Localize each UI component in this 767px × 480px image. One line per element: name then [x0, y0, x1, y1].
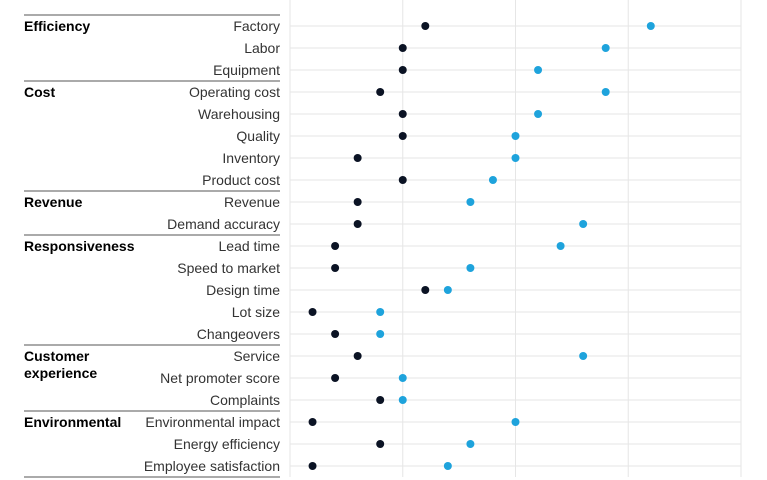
row-label: Factory [233, 18, 280, 34]
dot-low [331, 264, 340, 272]
dot-high [466, 198, 475, 206]
dot-high [601, 44, 610, 52]
dot-low [398, 176, 407, 184]
grid-layer [289, 0, 742, 477]
dot-low [353, 220, 362, 228]
row-label: Labor [244, 40, 280, 56]
category-label: Revenue [24, 194, 83, 210]
separator-layer [24, 14, 280, 478]
category-label: Environmental [24, 414, 121, 430]
dot-low [308, 308, 317, 316]
dot-low [398, 66, 407, 74]
dot-high [376, 308, 385, 316]
row-label: Lead time [219, 238, 281, 254]
dot-high [443, 462, 452, 470]
dot-high [376, 330, 385, 338]
dot-low [376, 440, 385, 448]
dot-high [466, 264, 475, 272]
dot-high [511, 132, 520, 140]
row-label: Service [233, 348, 280, 364]
category-label: Cost [24, 84, 55, 100]
row-label: Complaints [210, 392, 280, 408]
dot-high [579, 352, 588, 360]
dot-low [376, 396, 385, 404]
dot-low [331, 330, 340, 338]
dot-low [308, 418, 317, 426]
dot-high [511, 154, 520, 162]
dot-low [398, 44, 407, 52]
dot-high [398, 396, 407, 404]
dot-low [308, 462, 317, 470]
dot-low [398, 132, 407, 140]
row-label: Equipment [213, 62, 280, 78]
row-label: Speed to market [177, 260, 280, 276]
category-label: Responsiveness [24, 238, 135, 254]
dot-high [556, 242, 565, 250]
row-label: Lot size [232, 304, 280, 320]
category-label: Efficiency [24, 18, 90, 34]
dot-high [646, 22, 655, 30]
dot-high [488, 176, 497, 184]
row-label: Inventory [222, 150, 280, 166]
row-label: Quality [236, 128, 280, 144]
dot-high [466, 440, 475, 448]
row-label: Design time [206, 282, 280, 298]
dot-low [353, 198, 362, 206]
dot-low [421, 22, 430, 30]
row-label: Employee satisfaction [144, 458, 280, 474]
dot-low [421, 286, 430, 294]
dot-low [353, 154, 362, 162]
row-label: Product cost [202, 172, 280, 188]
dot-low [331, 374, 340, 382]
dot-high [511, 418, 520, 426]
row-label: Demand accuracy [167, 216, 280, 232]
row-label: Changeovers [197, 326, 280, 342]
dot-high [398, 374, 407, 382]
dot-high [443, 286, 452, 294]
dot-low [331, 242, 340, 250]
dot-high [601, 88, 610, 96]
dot-low [398, 110, 407, 118]
dot-high [534, 66, 543, 74]
dot-low [376, 88, 385, 96]
row-label: Net promoter score [160, 370, 280, 386]
label-layer: Efficiency Factory Labor Equipment Cost Opera… [24, 18, 280, 474]
row-label: Revenue [224, 194, 280, 210]
dot-low [353, 352, 362, 360]
row-label: Warehousing [198, 106, 280, 122]
row-label: Operating cost [189, 84, 280, 100]
dot-layer [308, 22, 655, 470]
dot-high [579, 220, 588, 228]
category-label: Customer experience [24, 348, 97, 381]
dot-high [534, 110, 543, 118]
row-label: Energy efficiency [174, 436, 280, 452]
row-label: Environmental impact [145, 414, 280, 430]
